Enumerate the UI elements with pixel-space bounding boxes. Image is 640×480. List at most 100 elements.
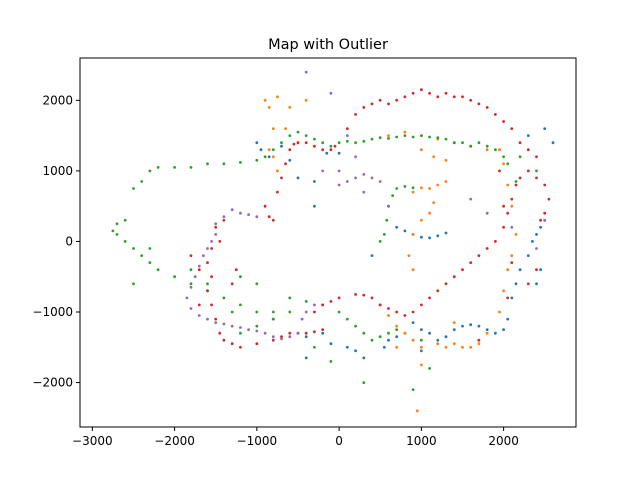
point-s3-85 — [395, 98, 399, 102]
point-s3-96 — [477, 338, 481, 342]
point-s2-87 — [411, 388, 415, 391]
point-s4-23 — [263, 331, 267, 335]
point-s2-46 — [123, 240, 127, 243]
point-s3-37 — [329, 300, 333, 303]
point-s0-47 — [420, 235, 423, 239]
point-s2-68 — [395, 328, 399, 331]
point-s4-24 — [271, 335, 275, 339]
point-s0-24 — [436, 338, 440, 342]
point-s3-24 — [222, 338, 226, 342]
point-s0-54 — [551, 141, 555, 145]
point-s0-16 — [362, 356, 366, 360]
point-s2-45 — [115, 233, 119, 236]
point-s1-9 — [288, 106, 292, 109]
point-s2-39 — [477, 141, 481, 145]
plot-frame — [79, 57, 577, 428]
point-s0-12 — [321, 331, 325, 335]
point-s3-83 — [411, 91, 415, 95]
point-s2-77 — [329, 360, 333, 363]
point-s2-75 — [403, 185, 407, 188]
point-s3-23 — [218, 331, 222, 335]
point-s3-29 — [280, 335, 283, 339]
point-s2-47 — [132, 247, 135, 250]
point-s3-25 — [230, 342, 234, 346]
point-s3-13 — [333, 144, 337, 148]
point-s4-47 — [337, 169, 341, 173]
point-s2-52 — [189, 282, 193, 286]
point-s3-73 — [494, 113, 497, 116]
point-s4-14 — [189, 307, 193, 310]
points-layer — [111, 70, 555, 413]
point-s3-77 — [461, 95, 464, 99]
point-s4-21 — [247, 328, 251, 331]
point-s3-101 — [234, 268, 238, 272]
point-s2-8 — [189, 166, 193, 169]
point-s3-54 — [477, 254, 481, 257]
x-tick-label-1000: 1000 — [406, 434, 437, 448]
point-s2-3 — [132, 187, 135, 190]
point-s2-43 — [506, 162, 510, 166]
point-s3-10 — [313, 144, 316, 148]
point-s2-11 — [239, 161, 242, 164]
point-s2-26 — [370, 137, 374, 141]
point-s4-11 — [193, 275, 197, 279]
y-tick-label--1000: −1000 — [32, 305, 73, 319]
point-s2-88 — [428, 367, 431, 370]
point-s3-36 — [321, 303, 325, 307]
point-s1-51 — [420, 148, 423, 152]
point-s4-31 — [337, 183, 341, 187]
point-s3-3 — [276, 190, 279, 194]
point-s2-51 — [173, 275, 177, 279]
point-s4-46 — [321, 169, 325, 173]
point-s1-0 — [271, 155, 275, 159]
point-s1-27 — [485, 331, 489, 335]
point-s3-69 — [526, 148, 530, 152]
point-s2-86 — [362, 381, 366, 384]
point-s2-31 — [411, 135, 415, 139]
point-s1-33 — [436, 342, 440, 346]
point-s2-62 — [345, 317, 349, 321]
point-s3-43 — [387, 307, 390, 310]
point-s2-36 — [452, 141, 456, 145]
point-s2-83 — [189, 268, 193, 272]
point-s4-39 — [329, 91, 333, 95]
point-s3-66 — [543, 211, 547, 215]
point-s0-53 — [304, 356, 308, 360]
point-s1-25 — [502, 289, 505, 293]
point-s1-41 — [436, 183, 440, 187]
point-s2-14 — [271, 148, 275, 152]
point-s2-15 — [280, 141, 283, 145]
point-s1-10 — [304, 98, 308, 102]
point-s0-33 — [506, 317, 510, 321]
point-s4-3 — [255, 215, 259, 219]
point-s4-34 — [362, 173, 366, 176]
point-s1-55 — [420, 363, 423, 367]
point-s2-18 — [304, 134, 308, 138]
series-4 — [185, 70, 547, 341]
point-s3-34 — [321, 328, 325, 331]
y-tick-label-1000: 1000 — [42, 164, 73, 178]
point-s4-43 — [510, 225, 514, 229]
point-s3-53 — [469, 261, 473, 264]
point-s0-7 — [325, 151, 329, 155]
point-s4-0 — [230, 208, 234, 212]
point-s3-92 — [498, 169, 501, 173]
point-s2-23 — [345, 139, 349, 143]
point-s3-18 — [206, 261, 209, 264]
point-s4-4 — [222, 215, 226, 219]
point-s3-46 — [411, 310, 415, 314]
point-s4-32 — [345, 180, 349, 183]
point-s3-94 — [510, 261, 514, 264]
point-s2-48 — [140, 254, 144, 257]
point-s3-55 — [485, 247, 489, 250]
point-s3-79 — [444, 91, 448, 95]
point-s2-94 — [420, 338, 423, 342]
point-s0-29 — [477, 324, 481, 328]
point-s3-38 — [337, 296, 341, 300]
point-s4-25 — [280, 337, 283, 341]
point-s4-30 — [313, 303, 316, 307]
point-s2-79 — [239, 331, 242, 335]
point-s3-30 — [288, 331, 292, 335]
point-s4-16 — [206, 317, 209, 321]
point-s4-22 — [255, 329, 259, 333]
